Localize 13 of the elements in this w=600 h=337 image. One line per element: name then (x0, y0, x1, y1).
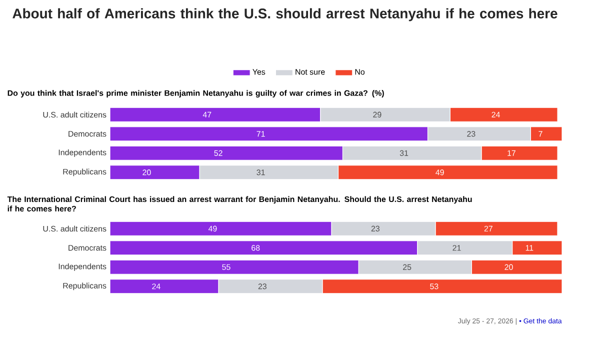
bar (530, 126, 562, 142)
bar (110, 260, 359, 274)
bar (338, 165, 558, 180)
bar (110, 221, 332, 236)
bar (110, 165, 200, 180)
bar (110, 107, 321, 122)
bar (481, 146, 558, 160)
bar (110, 146, 344, 160)
bar (110, 279, 219, 294)
bar (110, 240, 418, 256)
bar (450, 107, 558, 122)
bar (110, 126, 428, 142)
chart-title: About half of Americans think the U.S. should arrest Netanyahu if he comes here (12, 8, 558, 22)
